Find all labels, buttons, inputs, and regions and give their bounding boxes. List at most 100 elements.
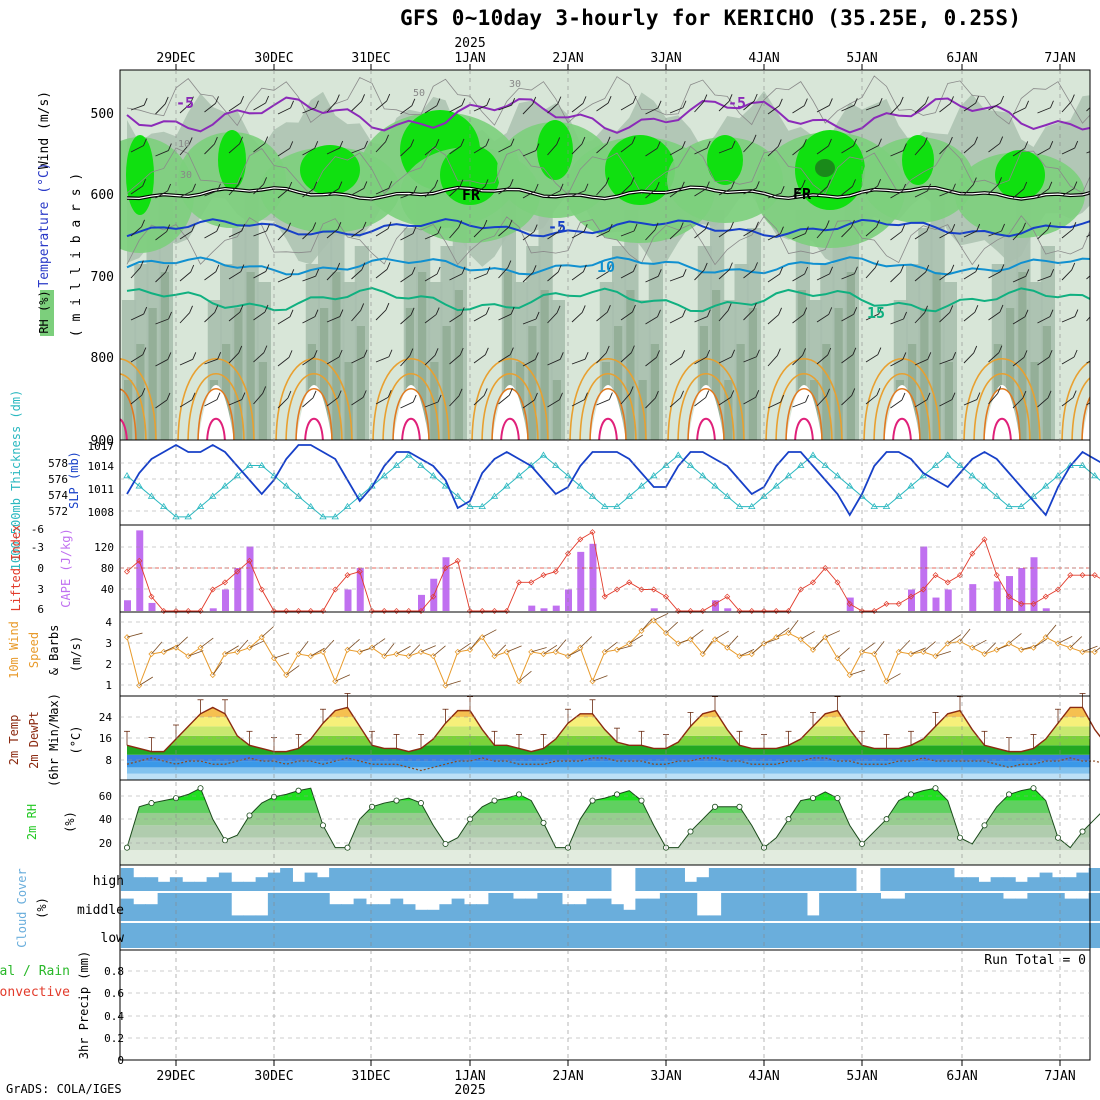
wind-barb-flag (1000, 95, 1005, 104)
wind-barb-flag (143, 306, 148, 315)
wind-barb (277, 357, 290, 367)
cloud-bar (427, 868, 440, 891)
cape-bar (209, 608, 217, 611)
wind-barb (155, 190, 168, 199)
wind-barb (914, 271, 927, 282)
wind-barb (571, 103, 584, 113)
wind-barb (228, 143, 240, 154)
date-label-bottom: 2JAN (552, 1069, 583, 1084)
wind-barb-flag (1096, 303, 1099, 310)
wind-barb-flag (950, 96, 954, 104)
temp-arch (863, 357, 941, 440)
wind-barb (498, 145, 512, 153)
lifted-index-marker (393, 608, 400, 614)
wind-barb (400, 401, 414, 409)
wind-barb (963, 399, 978, 406)
lifted-index-marker (724, 593, 731, 600)
wind-barb (424, 145, 437, 156)
cloud-bar (574, 868, 587, 891)
cloud-bar (794, 868, 808, 891)
slp-tick: 1017 (88, 440, 115, 453)
thickness-line-marker (588, 492, 597, 499)
cloud-bar (231, 923, 244, 948)
rh-column-dark (699, 326, 708, 440)
lifted-index-marker (148, 593, 155, 600)
wind-barb-flag (780, 394, 785, 403)
wind-barb-flag (338, 349, 343, 358)
wind-barb (816, 186, 828, 197)
wind-barb (1012, 397, 1024, 409)
cloud-bar (304, 893, 318, 921)
lifted-index-marker (307, 608, 314, 614)
thickness-line-marker (907, 482, 915, 489)
cloud-bar (782, 868, 796, 891)
wind-barb (792, 105, 805, 114)
wind-barb-flag (335, 94, 340, 102)
lifted-index-marker (1055, 586, 1061, 593)
wind-barb (669, 188, 682, 198)
cloud-bar (574, 904, 587, 921)
wind-barb-flag (1024, 141, 1029, 149)
lifted-index-marker (552, 568, 559, 575)
wind-barb-flag (313, 349, 318, 358)
wind-barb-flag (706, 140, 711, 149)
wind-barb (767, 146, 779, 157)
wind-barb-flag (975, 95, 980, 104)
cloud-bar (316, 877, 330, 891)
thickness-line-marker (662, 461, 670, 468)
wind-barb (498, 354, 511, 363)
cape-bar (969, 584, 977, 611)
cloud-bar (831, 923, 845, 948)
wind-barb (130, 145, 144, 153)
wind-barb-flag (657, 309, 661, 317)
wind10-barb (825, 630, 841, 638)
wind-barb (1086, 233, 1090, 238)
wind-barb (596, 399, 610, 406)
thickness-line-marker (343, 502, 352, 509)
wind-barb (694, 147, 708, 155)
contour-label: 30 (509, 79, 521, 90)
rh-column-dark (1092, 308, 1100, 440)
wind-barb-flag (241, 223, 246, 232)
rh-column-dark (160, 272, 169, 440)
cloud-bar (353, 923, 367, 948)
wind-barb (792, 354, 803, 366)
wind-barb-flag (189, 96, 194, 104)
cape-bar (1042, 608, 1050, 611)
wind-barb-flag (1000, 264, 1005, 272)
wind-barb-flag (878, 138, 882, 146)
cloud-bar (904, 868, 918, 891)
wind-barb (351, 310, 362, 322)
cloud-bar (402, 904, 416, 921)
thickness-line-marker (797, 461, 805, 468)
cloud-bar (647, 923, 661, 948)
wind-barb (375, 228, 389, 237)
wind-barb-flag (312, 222, 317, 230)
lifted-index-marker (185, 608, 192, 614)
wind-barb-flag (213, 136, 218, 145)
thickness-tick: 572 (48, 505, 68, 518)
wind10-barb (212, 661, 223, 676)
temp-band (127, 754, 1090, 762)
wind-barb (473, 354, 486, 364)
cloud-bar (598, 923, 612, 948)
wind-barb-flag (1072, 222, 1077, 230)
rh2m-marker (393, 797, 400, 804)
wind10-tick: 4 (105, 616, 112, 629)
rh-column-dark (320, 308, 329, 440)
wind-barb-flag (853, 138, 857, 146)
cloud-bar (1015, 898, 1028, 921)
wind-barb (645, 397, 656, 409)
thickness-line-marker (674, 451, 682, 458)
wind-barb-flag (240, 95, 245, 104)
rh-blob-bright (995, 150, 1045, 200)
wind-barb (841, 145, 854, 154)
wind-barb-flag (901, 392, 906, 401)
wind-barb (1037, 356, 1050, 366)
wind-barb (253, 352, 265, 363)
dry-patch (884, 385, 920, 440)
wind-barb (449, 145, 462, 155)
wind-barb (351, 269, 363, 280)
contour-label: -5 (728, 94, 746, 112)
cloud-bar (353, 898, 367, 921)
